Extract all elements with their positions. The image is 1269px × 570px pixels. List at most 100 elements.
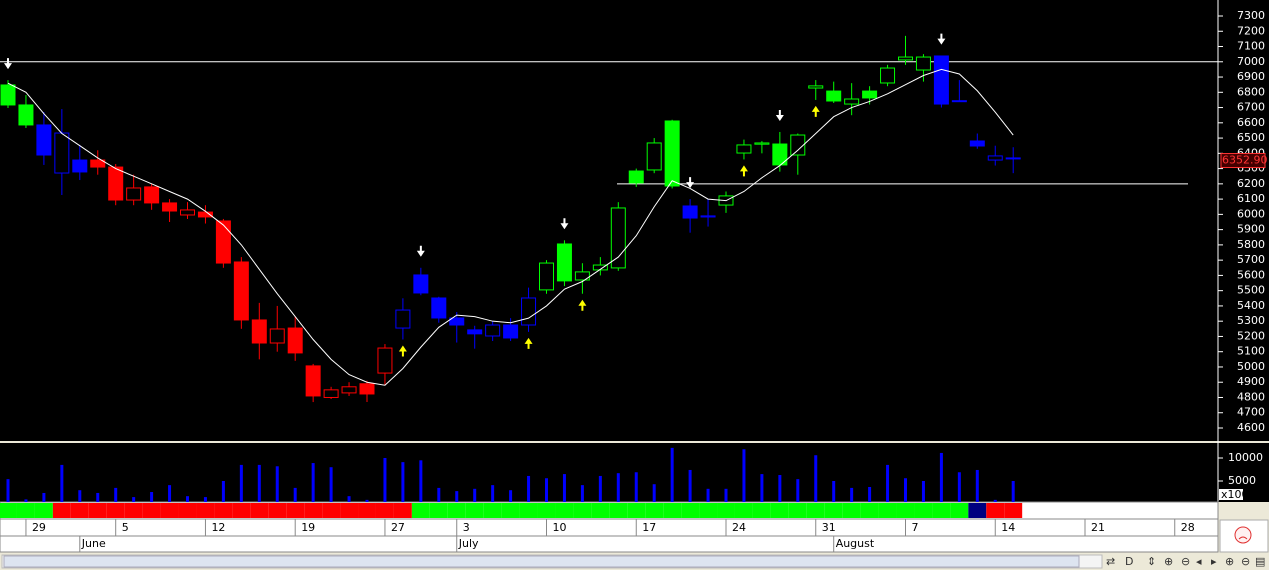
y-tick-label: 5600 [1237,268,1265,281]
tool-icon[interactable]: ⇄ [1106,555,1115,568]
volume-bar [850,487,854,502]
volume-bar [437,487,441,502]
volume-bar [6,479,10,502]
tool-icon[interactable]: ▤ [1255,555,1265,568]
candle-body [287,327,303,354]
volume-bar [203,497,207,502]
trend-band [519,503,538,518]
candle-body [700,215,716,218]
volume-bar [939,452,943,502]
trend-band [752,503,771,518]
x-tick-label: 21 [1091,521,1105,534]
trend-band [393,503,412,518]
candle-body [359,383,375,395]
volume-bar [904,478,907,502]
candle-body [880,67,896,84]
sell-arrow [4,58,12,70]
trend-band [914,503,933,518]
candle-body [539,262,554,291]
trend-band [340,503,359,518]
trend-band [429,503,448,518]
trend-band [842,503,861,518]
trend-band [0,503,17,518]
candle-body [18,104,34,126]
y-tick-label: 6100 [1237,192,1265,205]
trend-band [537,503,556,518]
toolbar: ⇄ D ⇕ ⊕ ⊖ ◂ ▸ ⊕ ⊖ ▤ [1106,555,1265,568]
tool-icon[interactable]: ◂ [1196,555,1202,568]
month-label: July [458,537,479,550]
volume-bar [562,474,566,502]
trend-band [358,503,376,518]
y-tick-label: 4900 [1237,375,1265,388]
trend-band [34,503,53,518]
trend-band [268,503,287,518]
trend-band [788,503,807,518]
scroll-thumb[interactable] [3,555,1080,568]
candle-body [503,324,519,339]
trend-band [573,503,592,518]
y-tick-label: 7300 [1237,9,1265,22]
volume-bar [42,492,46,502]
candle-body [0,84,16,106]
volume-bar [168,485,172,502]
buy-arrow [578,299,587,311]
tool-icon[interactable]: ⇕ [1147,555,1156,568]
volume-bar [239,464,243,502]
y-tick-label: 5300 [1237,314,1265,327]
candle-body [521,297,537,326]
trend-band [986,503,1005,518]
volume-bar [832,481,836,502]
candle-body [969,140,985,147]
volume-unit-box [1219,489,1243,500]
volume-bar [60,464,64,502]
x-tick-label: 5 [122,521,129,534]
tool-icon[interactable]: D [1125,555,1133,568]
last-price-label: 6352.90 [1222,154,1268,167]
volume-bar [455,491,459,502]
volume-bar [257,464,261,502]
volume-bar [634,472,638,502]
trend-band [645,503,664,518]
volume-bar [616,473,620,502]
candle-body [1005,157,1021,160]
candle-body [628,170,644,184]
candle-body [610,207,626,269]
trend-band [304,503,323,518]
tool-icon[interactable]: ⊕ [1164,555,1173,568]
tool-icon[interactable]: ▸ [1211,555,1217,568]
x-tick-label: 17 [642,521,656,534]
trend-band [196,503,215,518]
trend-band [106,503,125,518]
trend-band [717,503,735,518]
candle-body [395,309,411,329]
tool-icon[interactable]: ⊖ [1241,555,1250,568]
candle-body [467,329,483,335]
tool-icon[interactable]: ⊕ [1225,555,1234,568]
volume-bar [311,463,315,502]
candle-body [862,90,878,99]
candle-body [736,144,752,154]
volume-bar [186,496,189,502]
x-tick-label: 19 [301,521,315,534]
y-tick-label: 5900 [1237,223,1265,236]
x-tick-label: 10 [553,521,567,534]
volume-bar [347,496,351,502]
volume-tick-label: 5000 [1228,474,1256,487]
price-panel [0,0,1269,441]
volume-bar [329,467,333,502]
volume-bar [491,485,495,502]
y-tick-label: 5200 [1237,329,1265,342]
mood-icon[interactable] [1234,526,1252,544]
candle-body [108,166,124,201]
volume-bar [150,492,154,502]
trend-band [806,503,825,518]
y-tick-label: 4800 [1237,390,1265,403]
tool-icon[interactable]: ⊖ [1181,555,1190,568]
x-tick-label: 28 [1181,521,1195,534]
trend-band [178,503,197,518]
volume-bar [401,462,405,502]
candle-body [646,142,662,171]
y-tick-label: 6700 [1237,101,1265,114]
volume-bar [993,499,997,502]
